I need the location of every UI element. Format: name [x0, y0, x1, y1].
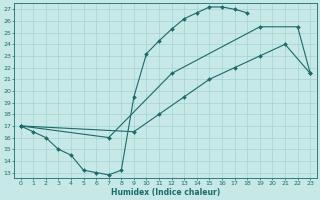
X-axis label: Humidex (Indice chaleur): Humidex (Indice chaleur)	[111, 188, 220, 197]
